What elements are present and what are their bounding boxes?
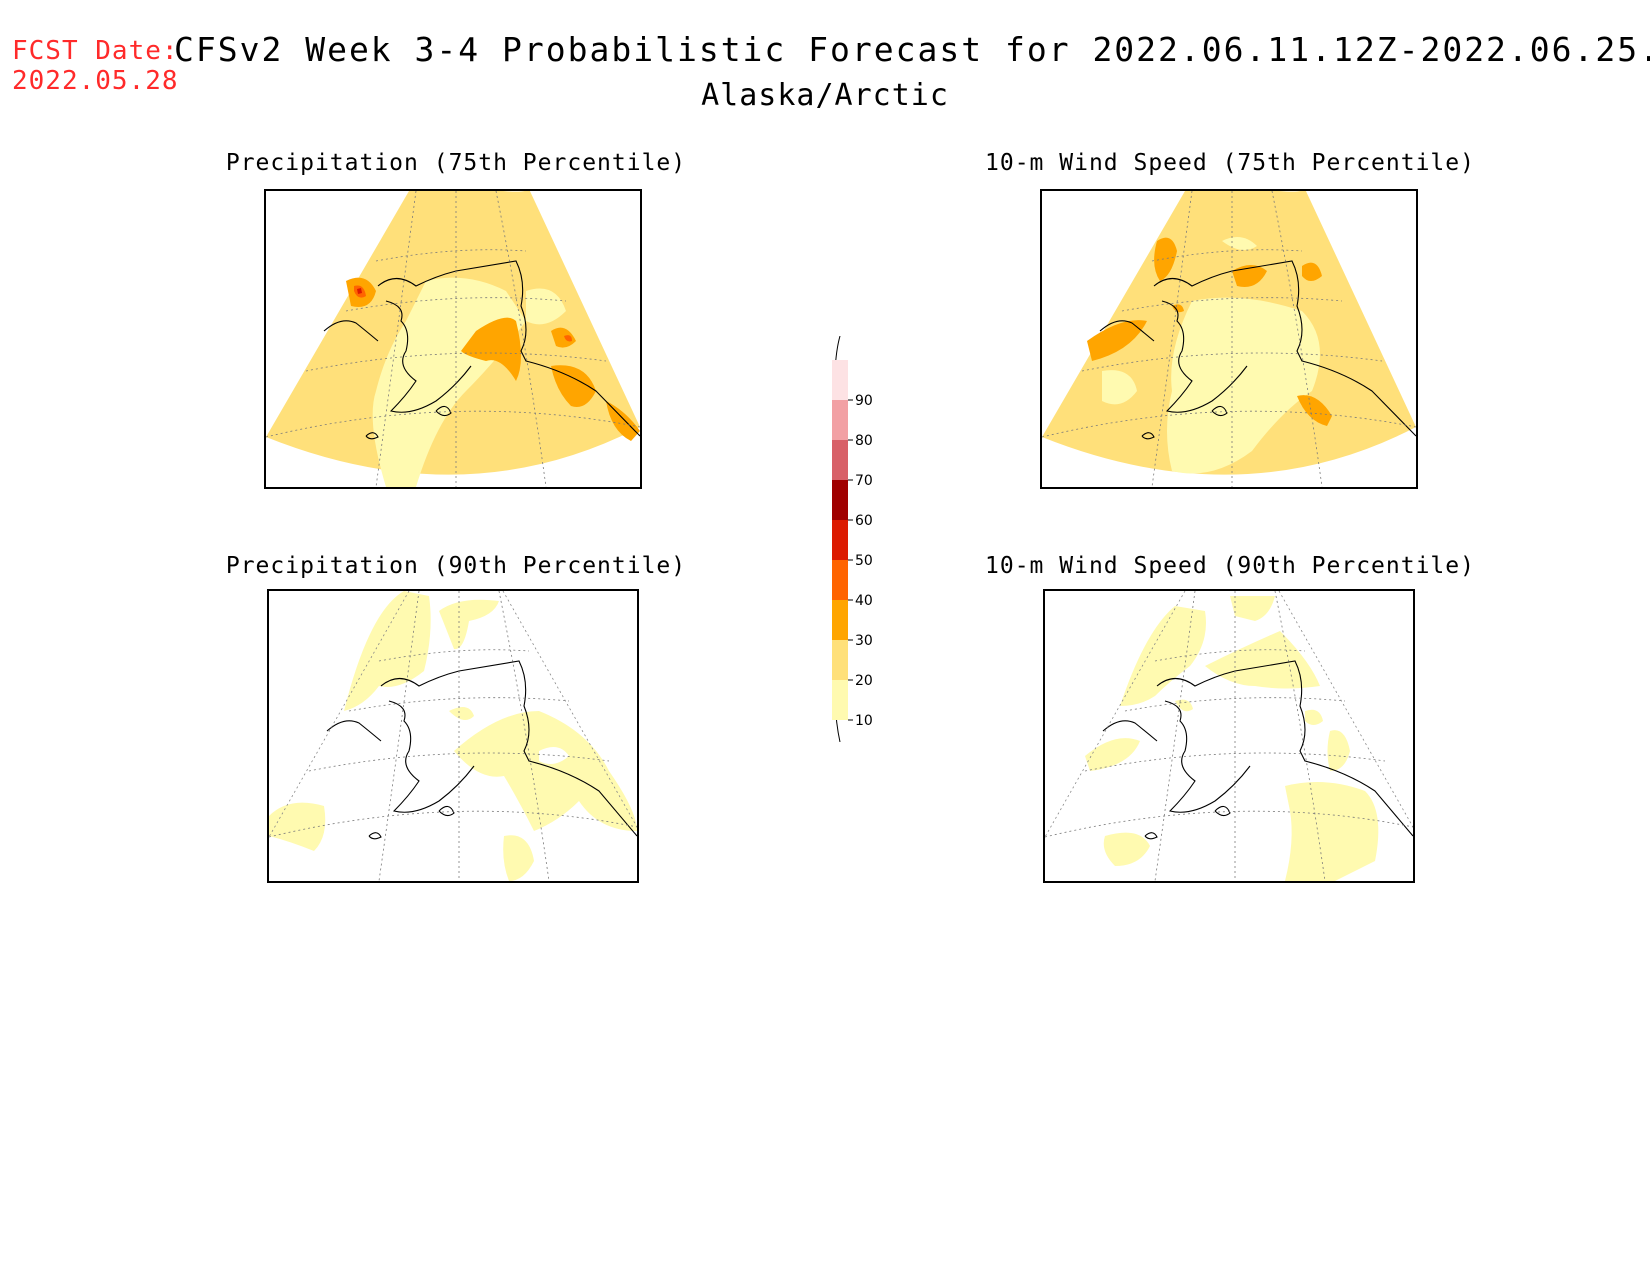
orange-region bbox=[461, 317, 521, 381]
coastline bbox=[1099, 320, 1155, 342]
panel-title-precip-75: Precipitation (75th Percentile) bbox=[225, 150, 687, 176]
coastline bbox=[388, 700, 475, 813]
colorbar-label: 80 bbox=[855, 433, 873, 449]
colorbar-swatch bbox=[832, 680, 848, 720]
colorbar-label: 20 bbox=[855, 673, 873, 689]
coastline bbox=[1144, 832, 1158, 840]
graticule bbox=[1045, 649, 1413, 838]
orange-region bbox=[551, 365, 596, 407]
coastline bbox=[368, 832, 382, 840]
coastline bbox=[1153, 260, 1416, 437]
coastline bbox=[438, 805, 455, 817]
coastline bbox=[1164, 700, 1251, 813]
light-region bbox=[526, 288, 566, 325]
coastline bbox=[1214, 805, 1231, 817]
graticule bbox=[269, 649, 637, 838]
light-region bbox=[1102, 370, 1137, 405]
light-region bbox=[1222, 237, 1257, 250]
fcst-date-label: FCST Date: bbox=[12, 36, 179, 66]
region-subtitle: Alaska/Arctic bbox=[701, 78, 949, 113]
light-region bbox=[1230, 596, 1275, 621]
light-region bbox=[1285, 782, 1379, 881]
dark-orange-region bbox=[564, 335, 572, 342]
coastline bbox=[435, 405, 452, 417]
coastline bbox=[1102, 720, 1158, 742]
panel-title-wind-75: 10-m Wind Speed (75th Percentile) bbox=[985, 150, 1475, 176]
colorbar: 90 80 70 60 50 40 30 20 10 bbox=[832, 336, 873, 742]
orange-region bbox=[551, 327, 576, 348]
map-precip-75-svg bbox=[266, 191, 640, 487]
map-wind-90-svg bbox=[1045, 591, 1413, 881]
coastline bbox=[1156, 660, 1413, 837]
map-wind-75-svg bbox=[1042, 191, 1416, 487]
light-region bbox=[1085, 738, 1140, 771]
map-precip-90-svg bbox=[269, 591, 637, 881]
orange-region bbox=[1172, 304, 1184, 313]
colorbar-label: 10 bbox=[855, 713, 873, 729]
light-region bbox=[1167, 297, 1320, 474]
sector-edge bbox=[1045, 591, 1413, 838]
colorbar-label: 90 bbox=[855, 393, 873, 409]
light-region bbox=[1205, 631, 1320, 689]
graticule bbox=[1154, 591, 1326, 881]
page-title: CFSv2 Week 3-4 Probabilistic Forecast fo… bbox=[174, 30, 1650, 69]
orange-region bbox=[1154, 237, 1177, 281]
graticule bbox=[375, 191, 547, 487]
light-region bbox=[1103, 832, 1150, 866]
light-region bbox=[1120, 606, 1206, 706]
graticule bbox=[1151, 191, 1323, 487]
colorbar-swatch bbox=[832, 440, 848, 480]
map-precip-90 bbox=[267, 589, 639, 883]
colorbar-swatch bbox=[832, 360, 848, 400]
map-wind-75 bbox=[1040, 189, 1418, 489]
panel-title-precip-90: Precipitation (90th Percentile) bbox=[225, 553, 687, 579]
sector-edge bbox=[269, 591, 637, 838]
coastline bbox=[1161, 300, 1248, 413]
colorbar-swatch bbox=[832, 480, 848, 520]
light-region bbox=[449, 707, 474, 720]
coastline bbox=[377, 260, 640, 437]
light-region bbox=[1175, 699, 1193, 712]
light-region bbox=[1305, 709, 1323, 725]
colorbar-label: 60 bbox=[855, 513, 873, 529]
colorbar-swatch bbox=[832, 400, 848, 440]
coastline bbox=[1141, 432, 1155, 440]
colorbar-swatch bbox=[832, 560, 848, 600]
light-region bbox=[269, 802, 326, 851]
coastline bbox=[326, 720, 382, 742]
graticule bbox=[1042, 249, 1416, 438]
map-precip-75 bbox=[264, 189, 642, 489]
map-wind-90 bbox=[1043, 589, 1415, 883]
orange-region bbox=[1087, 320, 1147, 361]
orange-region bbox=[1302, 262, 1322, 281]
red-region bbox=[357, 288, 362, 294]
colorbar-label: 30 bbox=[855, 633, 873, 649]
light-region bbox=[454, 711, 637, 831]
light-region bbox=[439, 599, 499, 650]
coastline bbox=[1211, 405, 1228, 417]
colorbar-swatch bbox=[832, 600, 848, 640]
coastline bbox=[365, 432, 379, 440]
fcst-date-value: 2022.05.28 bbox=[12, 66, 179, 96]
colorbar-label: 40 bbox=[855, 593, 873, 609]
orange-region bbox=[606, 401, 640, 441]
coastline bbox=[385, 300, 472, 413]
light-region bbox=[1327, 730, 1350, 771]
light-region bbox=[503, 835, 534, 881]
graticule bbox=[378, 591, 550, 881]
coastline bbox=[380, 660, 637, 837]
light-region bbox=[344, 591, 431, 711]
orange-region bbox=[1232, 265, 1267, 287]
colorbar-swatch bbox=[832, 640, 848, 680]
colorbar-label: 50 bbox=[855, 553, 873, 569]
graticule bbox=[266, 249, 640, 438]
colorbar-label: 70 bbox=[855, 473, 873, 489]
coastline bbox=[323, 320, 379, 342]
colorbar-swatch bbox=[832, 520, 848, 560]
panel-title-wind-90: 10-m Wind Speed (90th Percentile) bbox=[985, 553, 1475, 579]
orange-region bbox=[1297, 395, 1332, 426]
